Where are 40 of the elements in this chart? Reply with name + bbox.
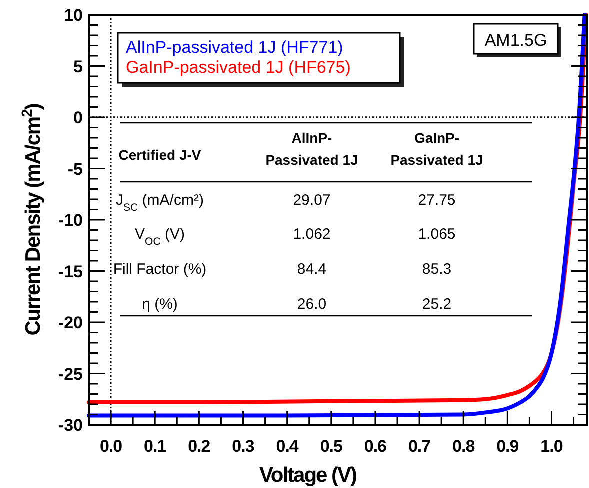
annotation: Fill Factor (%) [113, 261, 207, 278]
annotation: 27.75 [418, 192, 456, 209]
y-tick-label: 0 [74, 108, 83, 128]
annotation: 85.3 [422, 261, 452, 278]
y-tick-label: -15 [58, 262, 83, 282]
x-tick-label: 0.2 [188, 437, 210, 456]
annotation: J$_{SC}$ (mA/cm²) [116, 192, 204, 214]
x-tick-label: 0.3 [232, 437, 254, 456]
x-tick-label: 0.4 [276, 437, 300, 456]
y-tick-label: -25 [58, 364, 83, 384]
annotation: 26.0 [297, 296, 327, 313]
x-tick-label: 0.0 [100, 437, 122, 456]
text: AlInP-passivated 1J (HF771) [126, 38, 344, 57]
x-tick-label: 1.0 [540, 437, 563, 456]
y-tick-label: 10 [64, 6, 83, 25]
y-tick-label: -5 [68, 160, 83, 179]
text: GaInP-passivated 1J (HF675) [126, 58, 351, 77]
annotation: 1.065 [418, 226, 456, 243]
y-tick-label: -10 [58, 211, 83, 230]
x-tick-label: 0.1 [144, 437, 166, 456]
annotation: AlInP- Passivated 1J [266, 130, 358, 168]
annotation: AM1.5G [484, 31, 548, 50]
x-tick-label: 0.8 [452, 437, 475, 456]
annotation: 29.07 [293, 192, 331, 209]
x-tick-label: 0.9 [496, 437, 519, 456]
annotation: 84.4 [297, 261, 327, 278]
x-tick-label: 0.7 [408, 437, 431, 456]
y-tick-label: -20 [58, 314, 83, 332]
annotation: 25.2 [422, 296, 452, 313]
x-axis-title: Voltage (V) [259, 464, 357, 487]
annotation: 1.062 [293, 226, 331, 243]
x-tick-label: 0.6 [364, 437, 387, 456]
y-tick-label: 5 [74, 57, 83, 76]
x-tick-label: 0.5 [320, 437, 342, 456]
annotation: GaInP- Passivated 1J [390, 130, 484, 168]
y-tick-label: -30 [58, 416, 83, 435]
annotation: η (%) [142, 296, 178, 313]
annotation: V$_{OC}$ (V) [135, 226, 185, 248]
annotation: Certified J-V [118, 147, 202, 163]
label-frame: AM1.5G [473, 23, 561, 57]
